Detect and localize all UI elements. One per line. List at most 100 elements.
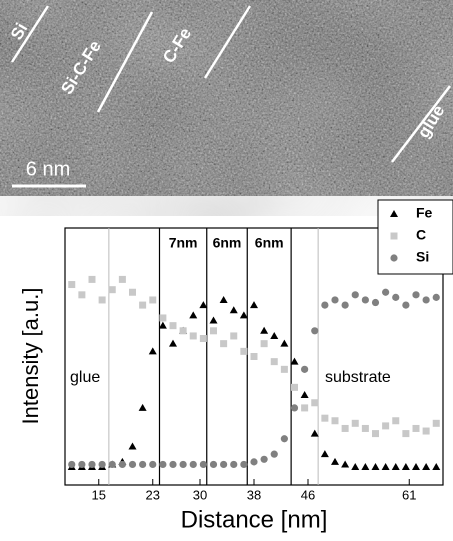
data-point — [159, 460, 167, 469]
data-point — [149, 296, 157, 304]
data-point — [129, 288, 136, 296]
data-point — [372, 430, 379, 438]
data-point — [169, 339, 177, 347]
data-point — [361, 296, 369, 304]
data-point — [402, 301, 410, 309]
data-point — [128, 460, 137, 469]
x-tick-label: 61 — [402, 487, 416, 502]
data-point — [199, 335, 207, 343]
data-point — [341, 460, 350, 468]
data-point — [250, 353, 258, 360]
legend-marker — [390, 254, 398, 262]
data-point — [159, 314, 167, 322]
data-point — [260, 340, 268, 348]
data-point — [321, 301, 329, 309]
data-point — [422, 427, 430, 435]
data-point — [280, 435, 288, 443]
data-point — [331, 457, 339, 465]
data-point — [432, 463, 441, 471]
data-point — [68, 281, 76, 289]
legend-label: Si — [416, 249, 429, 265]
data-point — [310, 429, 319, 437]
annotation: substrate — [325, 369, 391, 386]
data-point — [351, 291, 359, 299]
data-point — [300, 391, 309, 399]
data-point — [361, 424, 369, 432]
y-axis-title: Intensity [a.u.] — [18, 288, 43, 425]
span-label: 6nm — [255, 235, 284, 251]
data-point — [392, 417, 400, 425]
data-point — [260, 455, 268, 463]
data-point — [108, 460, 116, 469]
legend-marker — [390, 210, 398, 217]
data-point — [220, 460, 228, 469]
data-point — [301, 404, 309, 412]
data-point — [240, 460, 248, 469]
data-point — [280, 365, 288, 373]
data-point — [179, 460, 187, 469]
data-point — [331, 296, 339, 304]
data-point — [250, 458, 258, 466]
data-point — [158, 321, 167, 329]
x-tick-label: 23 — [146, 487, 160, 502]
data-point — [371, 298, 380, 307]
data-point — [422, 463, 431, 471]
data-point — [301, 365, 309, 373]
data-point — [361, 463, 370, 471]
data-point — [210, 327, 217, 335]
data-point — [341, 424, 349, 432]
data-point — [381, 463, 390, 471]
data-point — [432, 419, 440, 427]
data-point — [189, 460, 197, 469]
data-point — [382, 288, 390, 296]
legend-label: Fe — [416, 205, 433, 221]
legend-label: C — [416, 227, 426, 243]
legend-marker — [390, 232, 398, 240]
data-point — [320, 450, 329, 458]
x-tick-label: 38 — [247, 487, 261, 502]
data-point — [230, 460, 238, 469]
data-point — [290, 404, 299, 412]
data-point — [311, 399, 319, 407]
data-point — [291, 383, 298, 391]
span-label: 7nm — [169, 235, 198, 251]
data-point — [209, 316, 218, 324]
data-point — [78, 460, 86, 469]
data-point — [139, 301, 147, 309]
x-tick-label: 15 — [92, 487, 106, 502]
data-point — [250, 301, 258, 309]
data-point — [311, 327, 319, 335]
data-point — [98, 296, 106, 304]
data-point — [199, 301, 208, 309]
data-point — [412, 463, 420, 471]
data-point — [88, 460, 96, 469]
data-point — [260, 326, 269, 334]
data-point — [391, 463, 400, 471]
data-point — [392, 293, 400, 301]
data-point — [138, 403, 147, 411]
data-point — [220, 340, 228, 348]
data-point — [280, 339, 289, 347]
tem-image: Si Si-C-Fe C-Fe glue 6 nm — [0, 0, 453, 196]
data-point — [169, 322, 177, 330]
data-point — [270, 331, 279, 339]
data-point — [401, 463, 410, 471]
data-point — [239, 311, 248, 319]
data-point — [108, 286, 116, 294]
data-point — [402, 430, 410, 438]
data-point — [98, 460, 106, 469]
data-point — [209, 460, 218, 469]
x-axis-title: Distance [nm] — [181, 506, 328, 533]
data-point — [351, 419, 359, 427]
x-tick-label: 30 — [193, 487, 207, 502]
data-point — [139, 460, 147, 469]
data-point — [321, 414, 329, 422]
data-point — [412, 424, 420, 432]
data-point — [88, 275, 96, 283]
x-tick-label: 46 — [301, 487, 315, 502]
data-point — [351, 463, 360, 471]
data-point — [432, 293, 440, 301]
data-point — [118, 275, 126, 283]
data-point — [240, 347, 248, 355]
